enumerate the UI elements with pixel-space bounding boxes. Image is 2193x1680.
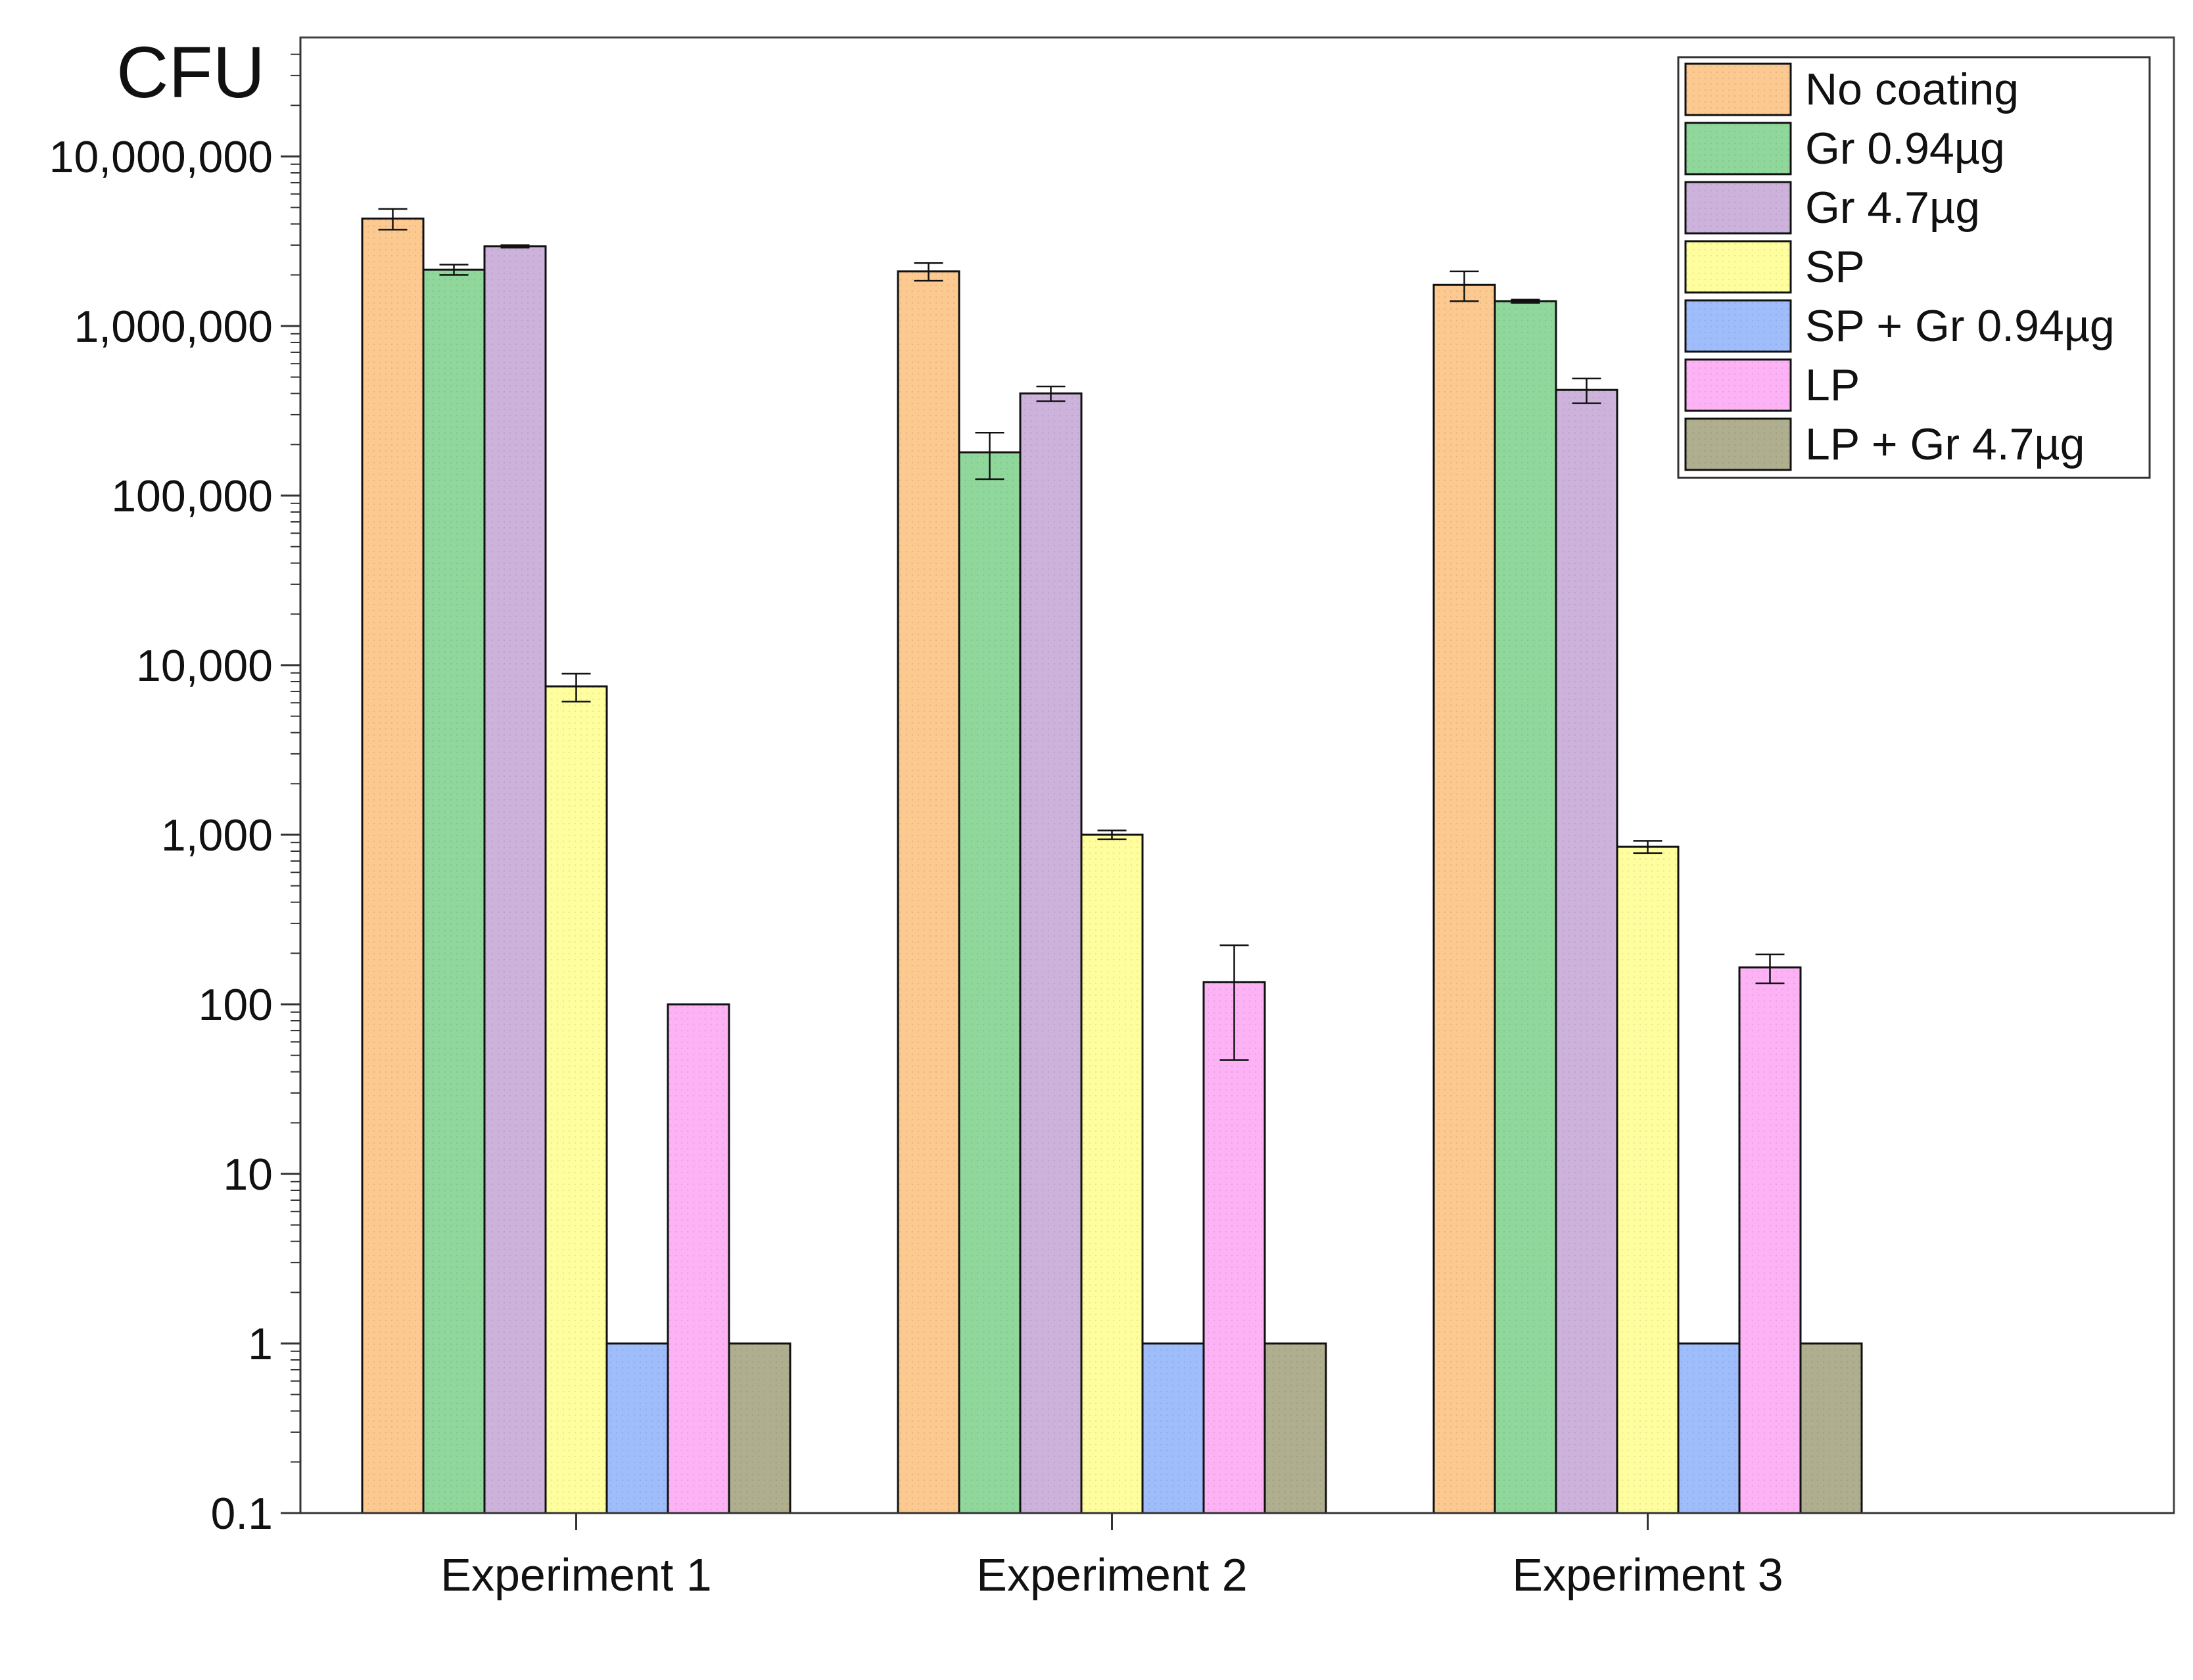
bar-texture xyxy=(1434,285,1495,1514)
y-tick-label: 100 xyxy=(199,980,273,1030)
x-tick-label: Experiment 3 xyxy=(1512,1549,1783,1600)
bar-texture xyxy=(668,1004,729,1513)
y-tick-label: 10 xyxy=(223,1150,273,1200)
x-tick-label: Experiment 1 xyxy=(440,1549,711,1600)
bar-texture xyxy=(1556,390,1617,1513)
bar-texture xyxy=(898,271,959,1513)
bar-texture xyxy=(423,269,484,1514)
legend-label: Gr 0.94µg xyxy=(1805,124,2005,174)
bar-texture xyxy=(1801,1343,1862,1513)
y-axis-title: CFU xyxy=(116,32,265,113)
bar-texture xyxy=(1739,967,1801,1513)
legend-swatch-texture xyxy=(1686,123,1791,174)
legend-swatch-texture xyxy=(1686,419,1791,470)
legend-label: LP + Gr 4.7µg xyxy=(1805,419,2085,469)
legend-label: No coating xyxy=(1805,64,2019,114)
bar-texture xyxy=(1204,982,1265,1513)
legend-swatch-texture xyxy=(1686,300,1791,352)
legend-label: Gr 4.7µg xyxy=(1805,183,1980,233)
legend-swatch-texture xyxy=(1686,360,1791,411)
bar-texture xyxy=(484,246,546,1514)
bar-texture xyxy=(1265,1343,1326,1513)
bar-texture xyxy=(362,218,423,1513)
y-tick-label: 1,000,000 xyxy=(74,302,273,352)
bar-texture xyxy=(607,1343,668,1513)
legend-label: LP xyxy=(1805,360,1860,410)
bar-texture xyxy=(959,452,1020,1514)
legend-label: SP xyxy=(1805,242,1865,292)
legend-swatch-texture xyxy=(1686,241,1791,292)
bar-texture xyxy=(546,686,607,1513)
bar-texture xyxy=(1143,1343,1204,1513)
legend-swatch-texture xyxy=(1686,64,1791,115)
legend: No coating Gr 0.94µg Gr 4.7µg SP SP + Gr 0.9… xyxy=(1677,56,2151,479)
bar-texture xyxy=(1020,393,1081,1514)
y-tick-label: 100,000 xyxy=(111,471,273,521)
axis-layer: 0.1 1 10 100 1,000 10,000 100,000 1,000,000 10,0… xyxy=(49,37,2174,1600)
bars-layer xyxy=(361,208,1863,1514)
bar-texture xyxy=(1081,835,1143,1513)
y-tick-label: 0.1 xyxy=(210,1489,273,1539)
y-tick-label: 1,000 xyxy=(161,810,273,860)
bar-texture xyxy=(729,1343,790,1513)
y-tick-label: 1 xyxy=(248,1319,273,1369)
legend-swatch-texture xyxy=(1686,182,1791,233)
y-tick-label: 10,000,000 xyxy=(49,132,273,182)
bar-texture xyxy=(1678,1343,1739,1513)
x-tick-label: Experiment 2 xyxy=(976,1549,1247,1600)
legend-label: SP + Gr 0.94µg xyxy=(1805,301,2115,351)
bar-texture xyxy=(1495,301,1556,1514)
y-tick-label: 10,000 xyxy=(136,641,273,691)
bar-texture xyxy=(1617,847,1678,1513)
